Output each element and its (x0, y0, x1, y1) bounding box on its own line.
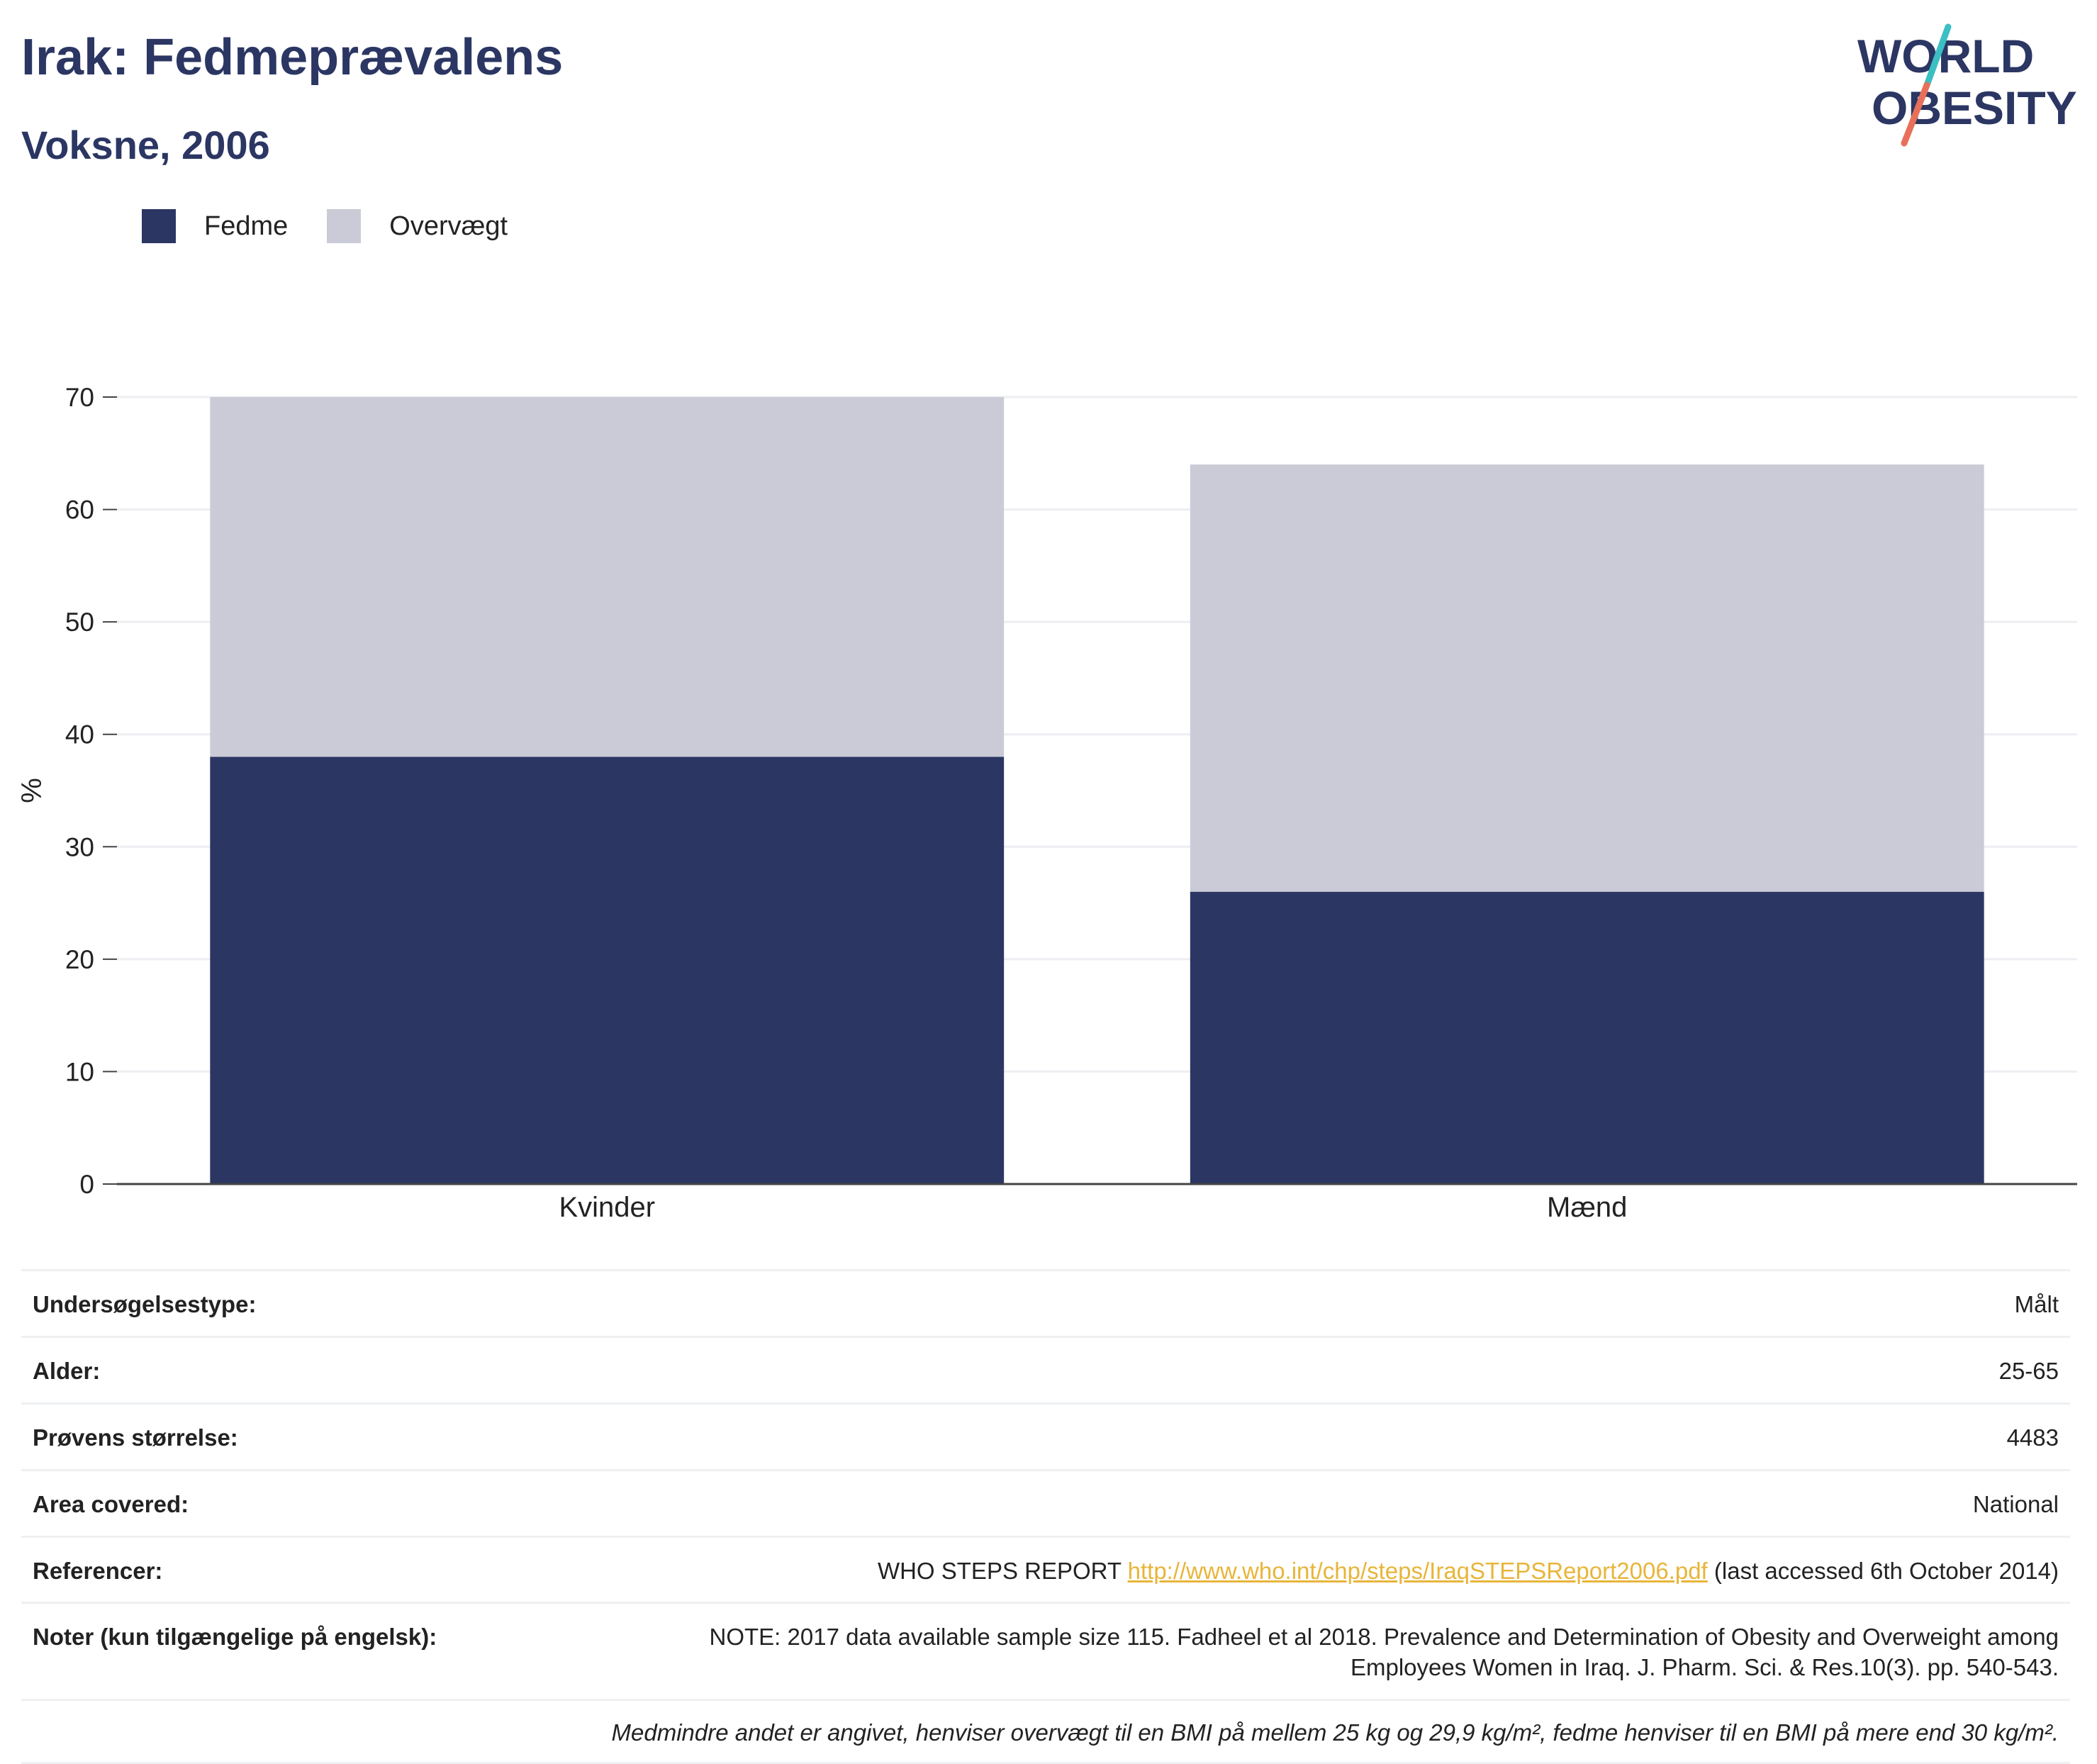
meta-value: WHO STEPS REPORT http://www.who.int/chp/… (878, 1556, 2059, 1587)
y-tick-label: 40 (65, 720, 94, 749)
legend-item-fedme[interactable]: Fedme (142, 209, 288, 243)
meta-row-area: Area covered: National (21, 1468, 2070, 1536)
footnote: Medmindre andet er angivet, henviser ove… (21, 1699, 2070, 1764)
meta-label: Referencer: (33, 1557, 163, 1584)
meta-value: 25-65 (1998, 1357, 2059, 1384)
reference-suffix: (last accessed 6th October 2014) (1707, 1557, 2059, 1584)
meta-row-survey-type: Undersøgelsestype: Målt (21, 1269, 2070, 1336)
logo-slash-top (1923, 23, 1952, 89)
x-tick-label: Mænd (1547, 1192, 1627, 1223)
meta-label: Area covered: (33, 1490, 189, 1517)
legend-item-overvaegt[interactable]: Overvægt (327, 209, 508, 243)
meta-label: Undersøgelsestype: (33, 1291, 257, 1317)
y-axis-label: % (16, 778, 47, 803)
meta-value: NOTE: 2017 data available sample size 11… (709, 1624, 2059, 1681)
logo-slash-bottom (1901, 82, 1930, 147)
meta-row-notes: Noter (kun tilgængelige på engelsk): NOT… (21, 1602, 2070, 1699)
meta-row-sample-size: Prøvens størrelse: 4483 (21, 1402, 2070, 1469)
meta-row-age: Alder: 25-65 (21, 1335, 2070, 1402)
legend-swatch-fedme (142, 209, 176, 243)
y-tick-label: 0 (79, 1170, 94, 1199)
world-obesity-logo: WORLD OBESITY (1857, 23, 2077, 147)
y-tick-label: 50 (65, 608, 94, 637)
y-tick-label: 70 (65, 383, 94, 412)
legend-swatch-overvaegt (327, 209, 362, 243)
chart-title: Irak: Fedmeprævalens (21, 29, 564, 86)
y-tick-label: 20 (65, 945, 94, 974)
meta-label: Noter (kun tilgængelige på engelsk): (33, 1624, 437, 1651)
meta-value: 4483 (2006, 1424, 2059, 1451)
meta-row-references: Referencer: WHO STEPS REPORT http://www.… (21, 1535, 2070, 1602)
meta-label: Prøvens størrelse: (33, 1424, 238, 1451)
y-tick-label: 60 (65, 496, 94, 525)
meta-value: National (1972, 1490, 2059, 1517)
meta-label: Alder: (33, 1357, 101, 1384)
metadata-table: Undersøgelsestype: Målt Alder: 25-65 Prø… (21, 1269, 2070, 1764)
logo-word-obesity: OBESITY (1872, 82, 2077, 134)
reference-prefix: WHO STEPS REPORT (877, 1557, 1128, 1584)
y-tick-label: 10 (65, 1057, 94, 1086)
y-tick-label: 30 (65, 832, 94, 861)
bar-overv-gt-kvinder (210, 397, 1005, 757)
meta-value: Målt (2014, 1291, 2059, 1317)
x-tick-label: Kvinder (559, 1192, 655, 1223)
legend-label-overvaegt: Overvægt (389, 211, 508, 241)
bar-fedme-m-nd (1190, 891, 1984, 1184)
stacked-bar-chart: 0 10 20 30 40 50 60 70 Kvinder Mænd% (16, 383, 2077, 1223)
bar-overv-gt-m-nd (1190, 464, 1984, 892)
chart-subtitle: Voksne, 2006 (21, 123, 270, 167)
chart-legend: Fedme Overvægt (142, 209, 547, 243)
bar-fedme-kvinder (210, 757, 1005, 1184)
legend-label-fedme: Fedme (204, 211, 289, 241)
reference-link[interactable]: http://www.who.int/chp/steps/IraqSTEPSRe… (1127, 1557, 1708, 1584)
